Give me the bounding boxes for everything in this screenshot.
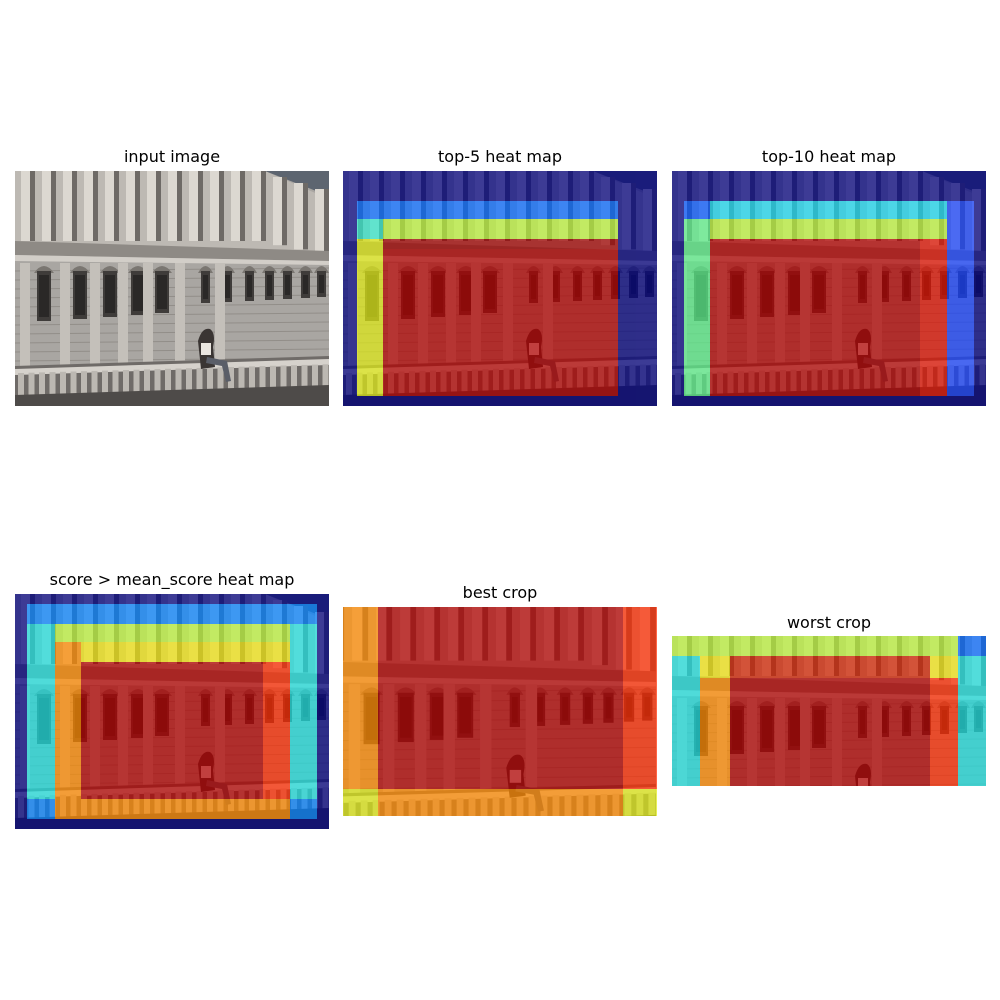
panel-input-image: input image [15,146,329,406]
panel-best-crop: best crop [343,582,657,816]
input-photo [15,171,329,406]
top5-heatmap-image [343,171,657,406]
panel-title: top-5 heat map [438,147,562,166]
panel-top10-heatmap: top-10 heat map [672,146,986,406]
panel-title: score > mean_score heat map [49,570,295,589]
panel-title: input image [123,147,221,166]
heatmap-overlay [672,636,986,786]
heatmap-overlay [672,171,986,406]
building-photo [15,171,329,406]
panel-mean-score-heatmap: score > mean_score heat map [15,569,329,829]
mean-score-heatmap-image [15,594,329,829]
panel-title: worst crop [786,613,872,632]
panel-title: best crop [462,583,538,602]
heatmap-overlay [343,171,657,406]
panel-top5-heatmap: top-5 heat map [343,146,657,406]
panel-title: top-10 heat map [761,147,897,166]
worst-crop-image [672,636,986,786]
heatmap-overlay [15,594,329,829]
heatmap-overlay [343,607,657,816]
best-crop-image [343,607,657,816]
panel-worst-crop: worst crop [672,612,986,786]
top10-heatmap-image [672,171,986,406]
